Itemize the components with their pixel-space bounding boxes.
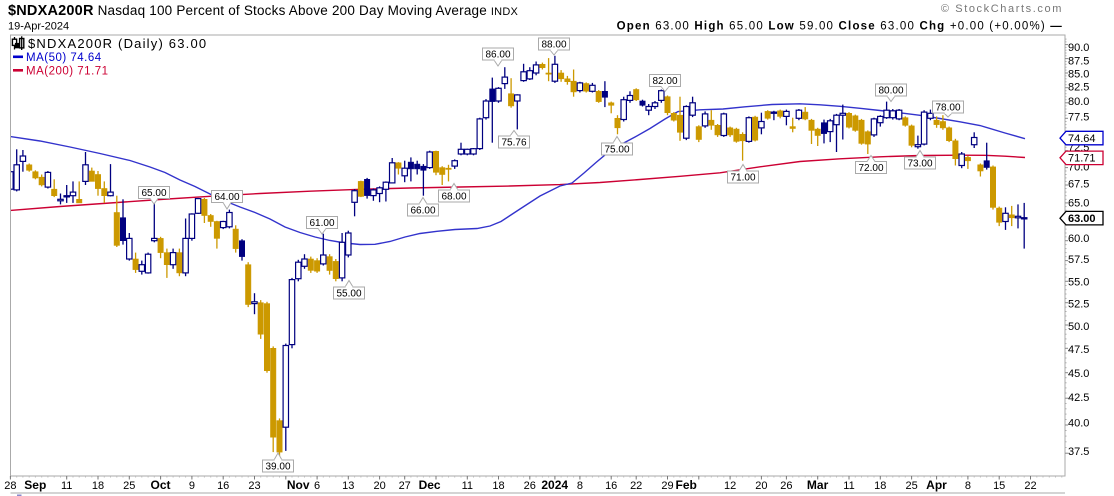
svg-text:87.5: 87.5 [1068,55,1089,67]
svg-text:22: 22 [1024,480,1036,492]
svg-text:45.0: 45.0 [1068,368,1089,380]
svg-text:11: 11 [61,480,72,492]
svg-text:13: 13 [342,480,354,492]
svg-text:68.00: 68.00 [441,192,466,203]
svg-text:25: 25 [905,480,917,492]
svg-text:Oct: Oct [150,478,170,492]
svg-text:75.76: 75.76 [501,138,526,149]
svg-text:29: 29 [661,480,673,492]
svg-text:90.0: 90.0 [1068,42,1089,54]
svg-text:16: 16 [217,480,229,492]
svg-text:42.5: 42.5 [1068,392,1089,404]
svg-text:8: 8 [965,480,971,492]
svg-text:86.00: 86.00 [485,50,510,61]
svg-text:Dec: Dec [419,478,441,492]
svg-text:63.00: 63.00 [1068,213,1096,225]
svg-text:9: 9 [189,480,195,492]
svg-text:65.0: 65.0 [1068,198,1089,210]
svg-text:26: 26 [780,480,792,492]
svg-text:55.00: 55.00 [336,289,361,300]
svg-text:8: 8 [577,480,583,492]
svg-text:82.00: 82.00 [652,76,677,87]
svg-text:28: 28 [4,480,16,492]
svg-text:11: 11 [843,480,854,492]
svg-text:72.00: 72.00 [858,163,883,174]
svg-text:66.00: 66.00 [410,206,435,217]
svg-text:57.5: 57.5 [1068,254,1089,266]
svg-text:MA(200) 71.71: MA(200) 71.71 [26,66,109,78]
svg-text:Nov: Nov [287,478,310,492]
svg-text:18: 18 [92,480,104,492]
svg-text:Apr: Apr [926,478,947,492]
svg-text:55.0: 55.0 [1068,277,1089,289]
svg-text:23: 23 [248,480,260,492]
svg-text:11: 11 [462,480,473,492]
svg-text:$NDXA200R Nasdaq 100 Percent o: $NDXA200R Nasdaq 100 Percent of Stocks A… [8,3,518,19]
svg-text:82.5: 82.5 [1068,82,1089,94]
svg-text:MA(50) 74.64: MA(50) 74.64 [26,52,102,64]
svg-text:40.0: 40.0 [1068,418,1089,430]
svg-text:85.0: 85.0 [1068,68,1089,80]
svg-text:27: 27 [399,480,411,492]
svg-text:18: 18 [874,480,886,492]
svg-text:37.5: 37.5 [1068,446,1089,458]
svg-text:80.0: 80.0 [1068,96,1089,108]
svg-text:75.00: 75.00 [604,145,629,156]
svg-text:71.00: 71.00 [730,173,755,184]
svg-text:6: 6 [314,480,320,492]
svg-text:77.5: 77.5 [1068,111,1089,123]
svg-text:39.00: 39.00 [265,462,290,473]
svg-text:74.64: 74.64 [1068,133,1096,145]
svg-text:20: 20 [755,480,767,492]
svg-text:2024: 2024 [541,478,568,492]
svg-text:Sep: Sep [24,478,46,492]
svg-text:20: 20 [373,480,385,492]
svg-text:65.00: 65.00 [141,188,166,199]
svg-text:$NDXA200R (Daily) 63.00: $NDXA200R (Daily) 63.00 [28,36,207,51]
svg-text:15: 15 [993,480,1005,492]
svg-text:88.00: 88.00 [541,40,566,51]
svg-text:80.00: 80.00 [878,86,903,97]
svg-text:12: 12 [724,480,736,492]
svg-text:Mar: Mar [807,478,829,492]
svg-text:16: 16 [605,480,617,492]
svg-text:73.00: 73.00 [907,159,932,170]
svg-text:78.00: 78.00 [935,103,960,114]
svg-text:25: 25 [123,480,135,492]
svg-text:Feb: Feb [676,478,697,492]
svg-text:67.5: 67.5 [1068,178,1089,190]
svg-text:26: 26 [524,480,536,492]
svg-text:60.0: 60.0 [1068,233,1089,245]
svg-text:71.71: 71.71 [1068,153,1096,165]
svg-text:64.00: 64.00 [214,192,239,203]
svg-text:© StockCharts.com: © StockCharts.com [941,3,1063,15]
svg-text:Open 63.00 High 65.00 Low 59.0: Open 63.00 High 65.00 Low 59.00 Close 63… [617,21,1063,33]
svg-text:50.0: 50.0 [1068,321,1089,333]
svg-text:61.00: 61.00 [309,218,334,229]
svg-text:22: 22 [630,480,642,492]
svg-text:18: 18 [492,480,504,492]
svg-text:52.5: 52.5 [1068,299,1089,311]
svg-text:19-Apr-2024: 19-Apr-2024 [8,21,69,33]
svg-text:47.5: 47.5 [1068,344,1089,356]
